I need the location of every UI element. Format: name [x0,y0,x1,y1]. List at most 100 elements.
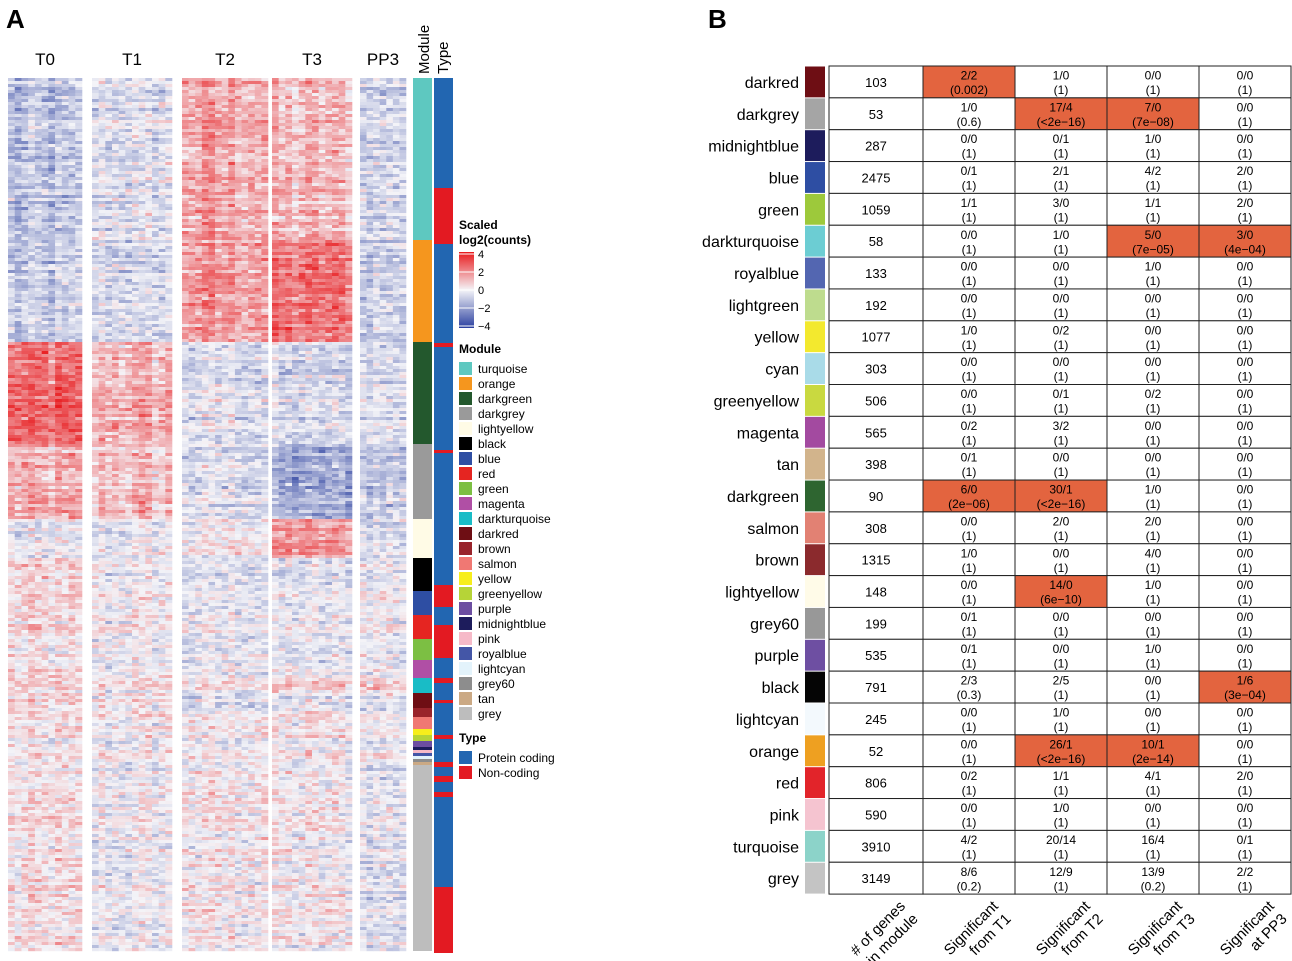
heatmap-cell [292,288,299,292]
heatmap-cell [188,201,196,205]
heatmap-cell [285,111,293,115]
heatmap-cell [228,279,236,283]
heatmap-cell [158,324,166,328]
heatmap-cell [399,198,407,202]
heatmap-cell [278,96,286,100]
heatmap-cell [221,240,229,244]
heatmap-cell [366,270,374,274]
heatmap-cell [215,150,222,154]
heatmap-cell [285,333,293,337]
heatmap-cell [325,222,333,226]
heatmap-cell [21,159,29,163]
heatmap-cell [68,189,76,193]
heatmap-cell [138,297,146,301]
heatmap-cell [298,111,306,115]
heatmap-cell [261,144,269,148]
heatmap-cell [241,252,249,256]
heatmap-cell [305,312,313,316]
heatmap-cell [92,339,99,343]
heatmap-cell [68,120,76,124]
heatmap-cell [75,102,83,106]
heatmap-cell [345,291,353,295]
heatmap-cell [125,276,133,280]
heatmap-cell [386,264,394,268]
heatmap-cell [55,177,63,181]
heatmap-cell [195,255,203,259]
heatmap-cell [379,261,387,265]
heatmap-cell [201,96,209,100]
heatmap-cell [241,294,249,298]
heatmap-cell [145,252,153,256]
heatmap-cell [118,99,126,103]
heatmap-cell [241,108,249,112]
heatmap-cell [92,123,99,127]
heatmap-cell [360,162,367,166]
heatmap-cell [278,210,286,214]
heatmap-cell [221,81,229,85]
heatmap-cell [228,288,236,292]
heatmap-cell [312,198,319,202]
heatmap-cell [379,90,387,94]
heatmap-cell [195,264,203,268]
heatmap-cell [392,168,400,172]
heatmap-cell [112,225,119,229]
heatmap-cell [305,270,313,274]
heatmap-cell [332,138,339,142]
heatmap-cell [92,219,99,223]
heatmap-cell [21,333,29,337]
heatmap-cell [61,117,69,121]
heatmap-cell [234,336,242,340]
heatmap-cell [14,210,22,214]
heatmap-cell [8,168,16,172]
heatmap-cell [145,207,153,211]
heatmap-cell [386,315,394,319]
heatmap-cell [158,276,166,280]
heatmap-cell [8,111,16,115]
heatmap-cell [254,231,262,235]
heatmap-cell [105,108,113,112]
heatmap-cell [215,264,222,268]
heatmap-cell [41,195,49,199]
heatmap-cell [55,162,63,166]
heatmap-cell [325,252,333,256]
heatmap-cell [221,273,229,277]
heatmap-cell [165,102,173,106]
heatmap-cell [241,195,249,199]
heatmap-cell [28,126,36,130]
heatmap-cell [75,84,83,88]
heatmap-cell [399,87,407,91]
heatmap-cell [399,123,407,127]
heatmap-cell [34,81,42,85]
heatmap-cell [215,213,222,217]
heatmap-cell [373,132,381,136]
heatmap-cell [21,222,29,226]
heatmap-cell [145,153,153,157]
heatmap-cell [399,282,407,286]
heatmap-cell [208,210,216,214]
heatmap-cell [105,168,113,172]
heatmap-cell [92,294,99,298]
heatmap-cell [118,255,126,259]
heatmap-cell [234,216,242,220]
heatmap-cell [14,315,22,319]
heatmap-cell [55,201,63,205]
heatmap-cell [386,276,394,280]
heatmap-cell [338,222,346,226]
heatmap-cell [118,234,126,238]
heatmap-cell [21,111,29,115]
heatmap-cell [345,276,353,280]
heatmap-cell [98,219,106,223]
heatmap-cell [98,279,106,283]
heatmap-cell [373,279,381,283]
heatmap-cell [201,315,209,319]
heatmap-cell [221,261,229,265]
heatmap-cell [201,198,209,202]
heatmap-cell [201,228,209,232]
heatmap-cell [386,174,394,178]
heatmap-cell [261,159,269,163]
heatmap-cell [75,252,83,256]
heatmap-cell [28,135,36,139]
heatmap-cell [332,324,339,328]
heatmap-cell [360,180,367,184]
heatmap-cell [248,291,256,295]
